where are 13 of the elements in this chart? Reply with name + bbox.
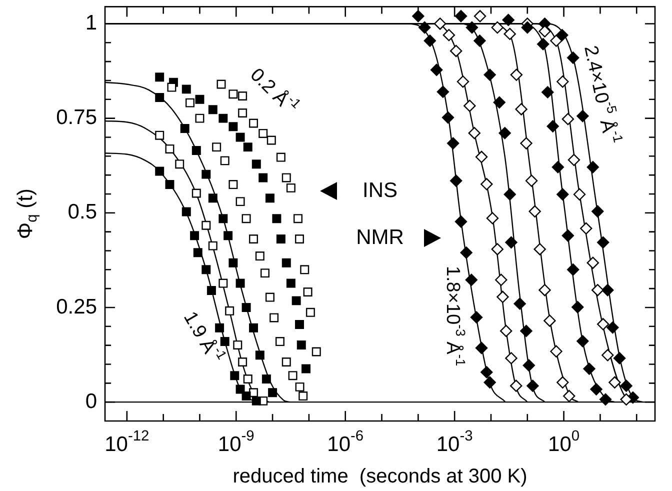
y-tick-label: 1 xyxy=(85,12,98,35)
annotation: 1.9 Å-1 xyxy=(179,308,230,362)
annotation: INS xyxy=(362,178,398,202)
y-tick-label: 0 xyxy=(85,390,98,413)
x-axis-title: reduced time (seconds at 300 K) xyxy=(232,466,528,488)
annotation: 2.4×10-5 Å-1 xyxy=(580,44,626,144)
y-tick-label: 0.75 xyxy=(56,106,98,130)
annotation: 1.8×10-3 Å-1 xyxy=(442,266,468,366)
annotation: 0.2 Å-1 xyxy=(246,64,304,112)
y-axis-title: Φq (t) xyxy=(14,188,40,240)
y-tick-label: 0.25 xyxy=(56,295,98,318)
annotation: NMR xyxy=(356,226,404,249)
y-tick-label: 0.5 xyxy=(68,200,98,224)
